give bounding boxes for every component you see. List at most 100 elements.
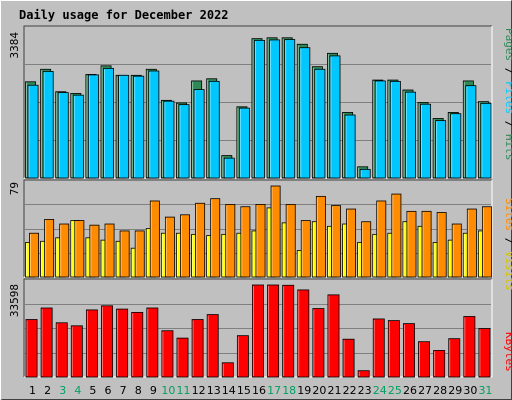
sites-bar-12 bbox=[195, 202, 206, 278]
files-bar-13 bbox=[208, 80, 220, 179]
files-bar-25 bbox=[389, 80, 401, 179]
sites-bar-21 bbox=[331, 205, 341, 278]
day-label-13: 13 bbox=[207, 384, 221, 397]
x-axis-labels: 1 2 3 4 5 6 7 8 9 10 11 12 13 14 15 16 17 18 19 20 21 22 23 24 2… bbox=[29, 384, 492, 397]
kbytes-bar-10 bbox=[161, 330, 174, 378]
files-bar-3 bbox=[57, 92, 69, 179]
kbytes-bar-22 bbox=[342, 338, 355, 378]
hits-legend: Pages / Files / Hits bbox=[503, 28, 512, 161]
kbytes-bar-9 bbox=[146, 307, 159, 378]
kbytes-axis-max: 33598 bbox=[8, 284, 21, 317]
sites-bar-9 bbox=[149, 200, 160, 278]
files-bar-15 bbox=[238, 107, 250, 179]
kbytes-bar-27 bbox=[418, 341, 431, 378]
kbytes-bar-14 bbox=[221, 362, 234, 378]
sites-bar-8 bbox=[134, 230, 145, 278]
kbytes-bar-24 bbox=[372, 318, 385, 378]
sites-bar-19 bbox=[300, 220, 311, 278]
day-label-18: 18 bbox=[282, 384, 296, 397]
kbytes-bar-4 bbox=[70, 325, 83, 378]
kbytes-bar-21 bbox=[327, 294, 340, 378]
day-label-12: 12 bbox=[192, 384, 206, 397]
files-bar-9 bbox=[148, 70, 160, 179]
files-bar-16 bbox=[254, 39, 265, 179]
visits-axis-max: 79 bbox=[8, 182, 21, 195]
files-bar-31 bbox=[480, 102, 492, 179]
legend-visits: Visits bbox=[503, 251, 512, 291]
day-label-14: 14 bbox=[222, 384, 236, 397]
sites-bar-1 bbox=[29, 232, 39, 278]
day-label-21: 21 bbox=[327, 384, 341, 397]
sites-bar-17 bbox=[270, 185, 281, 278]
sites-bar-5 bbox=[89, 224, 100, 278]
sites-bar-27 bbox=[421, 210, 432, 278]
sites-bar-23 bbox=[361, 221, 372, 278]
files-bar-20 bbox=[314, 68, 326, 179]
day-label-16: 16 bbox=[252, 384, 266, 397]
sites-bar-2 bbox=[44, 219, 55, 278]
day-label-29: 29 bbox=[448, 384, 462, 397]
kbytes-bar-17 bbox=[267, 284, 280, 378]
sites-bar-10 bbox=[164, 216, 175, 278]
day-label-19: 19 bbox=[297, 384, 311, 397]
legend-kbytes: KBytes bbox=[503, 332, 512, 372]
day-label-25: 25 bbox=[388, 384, 402, 397]
sites-bar-30 bbox=[466, 208, 477, 278]
files-bar-24 bbox=[374, 80, 386, 179]
day-label-7: 7 bbox=[120, 384, 127, 397]
kbytes-bar-7 bbox=[116, 308, 129, 378]
hits-panel bbox=[23, 25, 493, 179]
sites-bar-18 bbox=[285, 204, 296, 278]
sites-bar-29 bbox=[451, 223, 462, 278]
kbytes-bar-23 bbox=[357, 370, 370, 378]
sites-bar-28 bbox=[436, 212, 447, 278]
kbytes-bar-15 bbox=[236, 335, 249, 378]
legend-hits: Hits bbox=[503, 134, 512, 161]
kbytes-bar-1 bbox=[25, 319, 38, 378]
sites-bar-14 bbox=[225, 204, 236, 278]
day-label-9: 9 bbox=[150, 384, 157, 397]
day-label-3: 3 bbox=[59, 384, 66, 397]
day-label-17: 17 bbox=[267, 384, 281, 397]
kbytes-bar-30 bbox=[463, 316, 476, 378]
hits-plot-shadow bbox=[23, 25, 492, 178]
sites-bar-15 bbox=[240, 206, 251, 278]
kbytes-panel bbox=[23, 278, 493, 378]
kbytes-bar-20 bbox=[312, 308, 325, 378]
day-label-1: 1 bbox=[29, 384, 36, 397]
files-bar-17 bbox=[269, 39, 281, 179]
chart-title: Daily usage for December 2022 bbox=[19, 8, 229, 22]
kbytes-bar-5 bbox=[85, 309, 98, 378]
day-label-31: 31 bbox=[478, 384, 492, 397]
day-label-11: 11 bbox=[177, 384, 191, 397]
legend-sep-2: / bbox=[503, 114, 512, 134]
files-bar-2 bbox=[42, 71, 54, 179]
sites-bar-6 bbox=[104, 223, 115, 278]
hits-axis-max: 3384 bbox=[8, 32, 21, 59]
kbytes-plot-shadow bbox=[23, 278, 492, 377]
day-label-20: 20 bbox=[312, 384, 326, 397]
visits-legend: Sites / Visits bbox=[503, 198, 512, 291]
files-bar-21 bbox=[329, 55, 341, 179]
legend-files: Files bbox=[503, 81, 512, 114]
kbytes-bar-11 bbox=[176, 337, 189, 378]
legend-sep-1: / bbox=[503, 61, 512, 81]
day-label-5: 5 bbox=[89, 384, 96, 397]
sites-bar-24 bbox=[376, 200, 387, 278]
sites-bar-3 bbox=[59, 223, 70, 278]
sites-bar-13 bbox=[210, 198, 221, 278]
visits-plot-shadow bbox=[23, 179, 492, 277]
kbytes-bar-6 bbox=[101, 305, 113, 378]
day-label-2: 2 bbox=[44, 384, 51, 397]
day-label-8: 8 bbox=[135, 384, 142, 397]
legend-pages: Pages bbox=[503, 28, 512, 61]
kbytes-legend: KBytes bbox=[503, 332, 512, 372]
files-bar-5 bbox=[87, 74, 99, 179]
files-bar-26 bbox=[405, 91, 416, 179]
day-label-24: 24 bbox=[373, 384, 387, 397]
legend-sites: Sites bbox=[503, 198, 512, 231]
day-label-22: 22 bbox=[343, 384, 357, 397]
